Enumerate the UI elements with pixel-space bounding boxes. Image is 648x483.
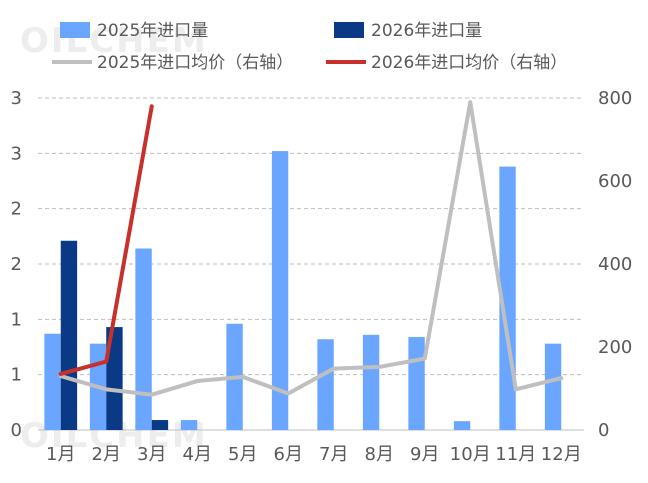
watermark-top: OILCHEM (20, 21, 208, 61)
x-tick-label: 11月 (495, 444, 536, 465)
bar (362, 334, 380, 430)
axes: 0 1 1 2 2 3 3 0 200 400 600 800 1月 2月 3月 4月 5月 6月 7月 8月 9月 10… (11, 88, 633, 465)
y-left-tick-label: 1 (11, 365, 22, 386)
y-right-tick-label: 0 (598, 420, 609, 441)
x-tick-label: 9月 (410, 444, 439, 465)
line-series (58, 100, 564, 397)
bar (60, 240, 78, 430)
series-line (58, 104, 154, 376)
legend: 2025年进口量 2026年进口量 2025年进口均价（右轴） 2026年进口均价（右… (52, 21, 567, 73)
bar (408, 337, 425, 430)
bar (180, 420, 198, 430)
y-right-tick-label: 800 (598, 88, 632, 109)
bar (271, 151, 289, 430)
x-tick-label: 7月 (319, 444, 348, 465)
legend-swatch (60, 22, 90, 38)
x-tick-label: 6月 (274, 444, 303, 465)
x-tick-label: 3月 (137, 444, 166, 465)
bar-series (44, 151, 562, 430)
gridlines (38, 97, 584, 376)
series-line (58, 100, 564, 397)
x-tick-label: 2月 (92, 444, 121, 465)
y-right-tick-label: 600 (598, 171, 632, 192)
x-tick-label: 10月 (450, 444, 491, 465)
y-left-tick-label: 2 (11, 199, 22, 220)
y-left-tick-label: 3 (11, 88, 22, 109)
bar (544, 343, 562, 430)
legend-label: 2026年进口均价（右轴） (371, 53, 567, 73)
bar (453, 421, 471, 430)
bar (135, 248, 152, 430)
y-left-tick-label: 0 (11, 420, 22, 441)
x-tick-label: 1月 (46, 444, 75, 465)
bar (151, 420, 169, 430)
bar (317, 339, 334, 430)
bar (106, 327, 123, 430)
y-left-tick-label: 3 (11, 143, 22, 164)
x-tick-label: 4月 (183, 444, 212, 465)
legend-label: 2025年进口量 (97, 21, 208, 41)
x-tick-label: 8月 (365, 444, 394, 465)
legend-swatch (334, 22, 364, 38)
legend-label: 2025年进口均价（右轴） (97, 53, 293, 73)
y-left-tick-label: 2 (11, 254, 22, 275)
y-left-tick-label: 1 (11, 309, 22, 330)
x-tick-label: 5月 (228, 444, 257, 465)
legend-label: 2026年进口量 (371, 21, 482, 41)
x-tick-label: 12月 (541, 444, 582, 465)
y-right-tick-label: 200 (598, 337, 632, 358)
bar (44, 333, 61, 430)
y-right-tick-label: 400 (598, 254, 632, 275)
